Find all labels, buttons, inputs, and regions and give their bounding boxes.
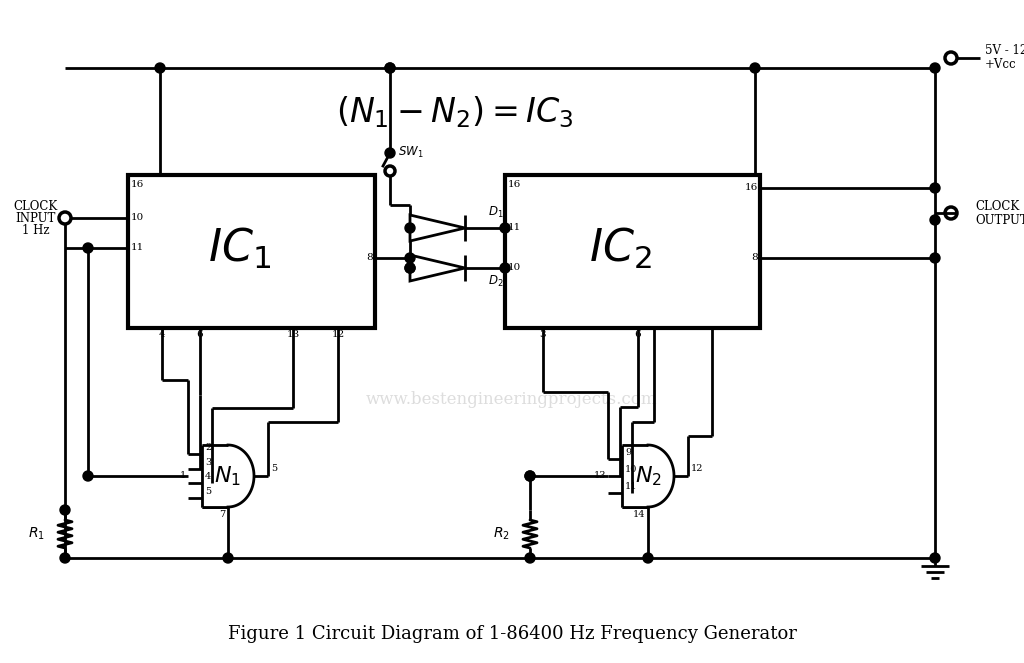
Text: 16: 16: [744, 184, 758, 192]
Circle shape: [83, 243, 93, 253]
Text: 8: 8: [752, 253, 758, 263]
Polygon shape: [410, 255, 465, 281]
Text: CLOCK: CLOCK: [975, 200, 1019, 213]
Circle shape: [930, 183, 940, 193]
Text: 16: 16: [131, 180, 144, 189]
Text: 11: 11: [625, 483, 638, 491]
Text: 1 Hz: 1 Hz: [23, 225, 50, 237]
Circle shape: [385, 63, 395, 73]
Circle shape: [930, 215, 940, 225]
Text: 10: 10: [625, 465, 637, 474]
Text: 11: 11: [508, 223, 521, 233]
Text: 4: 4: [159, 330, 165, 339]
Circle shape: [385, 63, 395, 73]
Text: $D_2$: $D_2$: [488, 274, 504, 289]
Circle shape: [930, 253, 940, 263]
Circle shape: [223, 553, 233, 563]
Circle shape: [750, 63, 760, 73]
Text: 1: 1: [180, 471, 186, 481]
Text: $R_2$: $R_2$: [494, 526, 510, 542]
Polygon shape: [202, 445, 254, 507]
Polygon shape: [410, 215, 465, 241]
Text: Figure 1 Circuit Diagram of 1-86400 Hz Frequency Generator: Figure 1 Circuit Diagram of 1-86400 Hz F…: [227, 625, 797, 643]
Circle shape: [155, 63, 165, 73]
Circle shape: [930, 553, 940, 563]
Circle shape: [525, 553, 535, 563]
Text: 6: 6: [635, 330, 641, 339]
Circle shape: [500, 263, 510, 273]
Text: 7: 7: [219, 510, 225, 519]
Circle shape: [406, 263, 415, 273]
Text: 14: 14: [633, 510, 645, 519]
Text: INPUT: INPUT: [15, 213, 56, 225]
Text: $(N_1 - N_2) = IC_3$: $(N_1 - N_2) = IC_3$: [336, 94, 573, 130]
Text: 3: 3: [205, 457, 211, 467]
Text: 13: 13: [594, 471, 606, 481]
Text: 9: 9: [625, 448, 631, 457]
Text: 5: 5: [271, 464, 278, 473]
Text: $IC_2$: $IC_2$: [589, 225, 651, 271]
Text: 16: 16: [508, 180, 521, 189]
Text: $R_1$: $R_1$: [28, 526, 45, 542]
Text: 2: 2: [205, 444, 211, 452]
Text: 11: 11: [131, 243, 144, 253]
Text: 4: 4: [205, 473, 211, 481]
Circle shape: [60, 553, 70, 563]
Text: +Vcc: +Vcc: [985, 58, 1017, 70]
Text: 10: 10: [131, 213, 144, 223]
Text: 10: 10: [508, 263, 521, 272]
Text: $N_2$: $N_2$: [635, 464, 662, 488]
Circle shape: [385, 148, 395, 158]
Text: CLOCK: CLOCK: [14, 200, 58, 213]
Circle shape: [60, 505, 70, 515]
Circle shape: [83, 471, 93, 481]
Polygon shape: [622, 445, 674, 507]
Text: 8: 8: [367, 253, 373, 263]
Text: 5: 5: [205, 487, 211, 496]
Circle shape: [525, 471, 535, 481]
Text: www.bestengineeringprojects.com: www.bestengineeringprojects.com: [367, 391, 657, 408]
Circle shape: [930, 63, 940, 73]
Circle shape: [643, 553, 653, 563]
Text: 5V - 12V: 5V - 12V: [985, 44, 1024, 56]
Circle shape: [525, 471, 535, 481]
Text: 12: 12: [332, 330, 345, 339]
Text: 13: 13: [287, 330, 300, 339]
Text: 6: 6: [197, 330, 204, 339]
Text: 3: 3: [540, 330, 547, 339]
Bar: [505, 175, 760, 328]
Text: $N_1$: $N_1$: [214, 464, 242, 488]
Text: $D_1$: $D_1$: [488, 205, 504, 220]
Circle shape: [500, 223, 510, 233]
Text: $IC_1$: $IC_1$: [209, 225, 271, 271]
Bar: [128, 175, 375, 328]
Circle shape: [406, 223, 415, 233]
Text: OUTPUT: OUTPUT: [975, 213, 1024, 227]
Text: $SW_1$: $SW_1$: [398, 145, 424, 160]
Circle shape: [406, 263, 415, 273]
Text: 12: 12: [691, 464, 703, 473]
Circle shape: [406, 253, 415, 263]
